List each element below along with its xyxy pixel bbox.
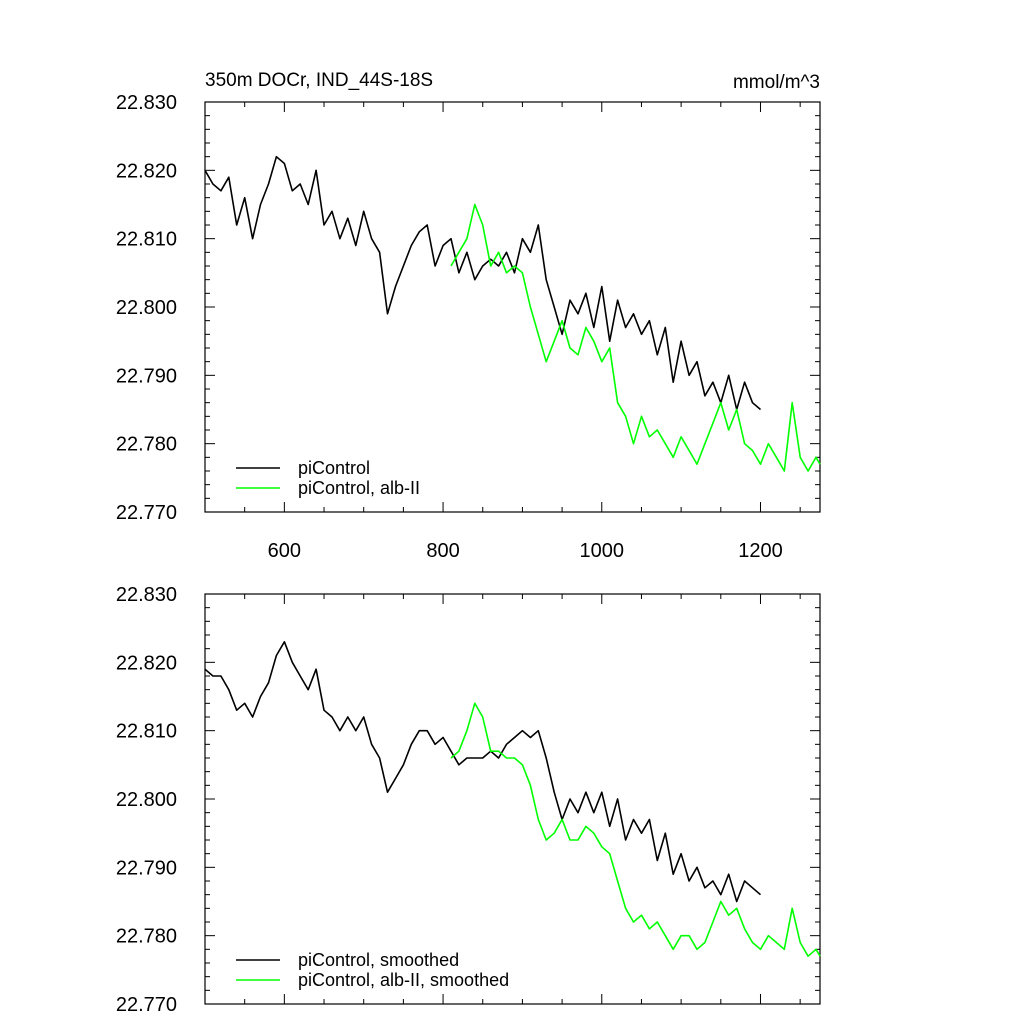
bottom-panel: 22.770 22.780 22.790 22.800 22.810 22.820 22.8…	[116, 584, 821, 1016]
y-tick-label: 22.810	[116, 721, 177, 743]
y-tick-label: 22.800	[116, 297, 177, 319]
plot-frame	[204, 101, 821, 513]
series-line-0	[204, 641, 762, 903]
y-tick-label: 22.780	[116, 926, 177, 948]
y-tick-label: 22.790	[116, 365, 177, 387]
y-tick-label: 22.770	[116, 502, 177, 524]
x-tick-label: 1200	[738, 540, 783, 562]
series-line-0	[204, 155, 762, 411]
series-line-1	[450, 203, 821, 472]
plot-frame	[204, 593, 821, 1005]
y-tick-label: 22.830	[116, 584, 177, 606]
y-tick-label: 22.790	[116, 857, 177, 879]
y-tick-label: 22.830	[116, 92, 177, 114]
y-tick-label: 22.820	[116, 160, 177, 182]
legend-label: piControl	[298, 458, 370, 478]
y-tick-label: 22.780	[116, 434, 177, 456]
x-tick-label: 1000	[580, 540, 625, 562]
series-line-1	[450, 702, 821, 957]
units-label: mmol/m^3	[733, 72, 820, 93]
legend-label: piControl, smoothed	[298, 950, 459, 970]
legend-label: piControl, alb-II	[298, 478, 420, 498]
y-tick-label: 22.770	[116, 994, 177, 1016]
legend-label: piControl, alb-II, smoothed	[298, 970, 509, 990]
chart-title: 350m DOCr, IND_44S-18S	[205, 70, 433, 91]
y-tick-label: 22.810	[116, 229, 177, 251]
x-tick-label: 600	[268, 540, 301, 562]
top-panel: 22.770 22.780 22.790 22.800 22.810 22.820 22.8…	[116, 70, 821, 562]
x-tick-label: 800	[426, 540, 459, 562]
y-tick-label: 22.800	[116, 789, 177, 811]
y-tick-label: 22.820	[116, 652, 177, 674]
